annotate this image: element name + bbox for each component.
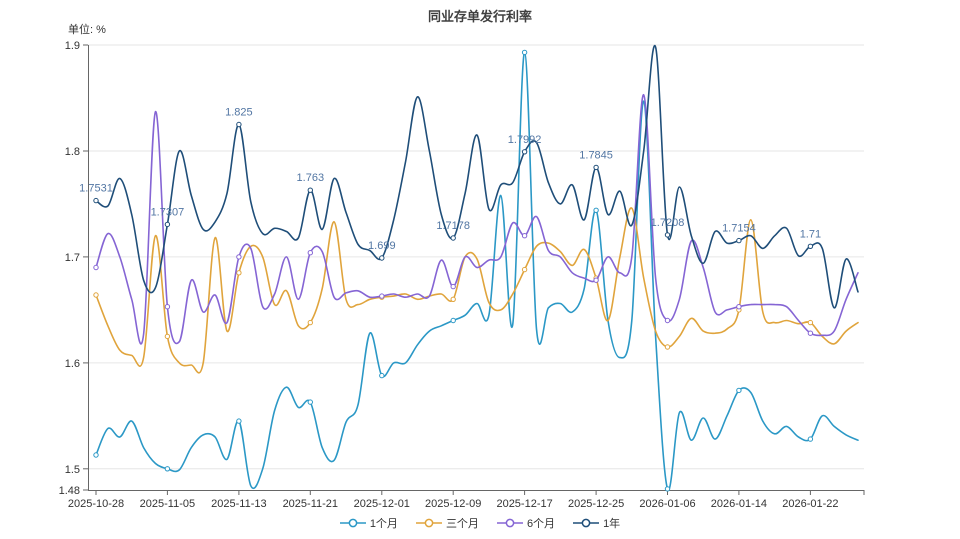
y-axis: 1.48 1.5 1.6 1.7 1.8 1.9 — [59, 40, 89, 497]
data-point-marker[interactable] — [521, 233, 528, 239]
data-point-marker[interactable] — [807, 330, 814, 336]
data-point-marker[interactable] — [307, 250, 313, 256]
legend-label: 6个月 — [526, 518, 556, 530]
point-value-label: 1.7178 — [436, 220, 470, 232]
data-point-marker[interactable] — [93, 292, 99, 298]
point-value-label: 1.71 — [800, 228, 821, 240]
y-axis-tick-label: 1.5 — [65, 464, 80, 476]
data-point-marker[interactable] — [379, 255, 385, 261]
data-point-marker[interactable] — [807, 436, 814, 442]
data-point-marker[interactable] — [450, 235, 456, 241]
data-point-marker[interactable] — [93, 452, 99, 458]
legend-item-1[interactable]: 三个月 — [415, 515, 479, 531]
data-point-marker[interactable] — [807, 319, 814, 326]
data-point-marker[interactable] — [307, 399, 313, 405]
legend-item-0[interactable]: 1个月 — [339, 515, 398, 531]
legend-item-2[interactable]: 6个月 — [496, 515, 556, 531]
data-point-marker[interactable] — [164, 304, 171, 310]
data-point-marker[interactable] — [450, 317, 456, 324]
x-axis-tick-label: 2025-11-21 — [283, 498, 338, 510]
data-point-marker[interactable] — [236, 418, 242, 424]
data-point-marker[interactable] — [807, 243, 814, 250]
x-axis-tick-label: 2025-12-09 — [425, 498, 481, 510]
x-axis-tick-label: 2026-01-22 — [782, 498, 838, 510]
point-value-label: 1.7845 — [579, 149, 613, 161]
point-value-label: 1.7531 — [79, 183, 113, 195]
legend-label: 1年 — [603, 518, 621, 530]
y-axis-tick-label: 1.8 — [65, 146, 80, 158]
x-axis-tick-label: 2026-01-06 — [639, 498, 695, 510]
data-point-marker[interactable] — [521, 266, 528, 273]
data-point-marker[interactable] — [93, 197, 99, 204]
x-axis: 2025-10-28 2025-11-05 2025-11-13 2025-11-21… — [68, 490, 865, 510]
data-point-marker[interactable] — [379, 372, 385, 379]
x-axis-tick-label: 2026-01-14 — [711, 498, 767, 510]
data-point-marker[interactable] — [236, 270, 242, 276]
legend-item-3[interactable]: 1年 — [573, 515, 620, 531]
legend-line-marker-icon — [339, 518, 366, 528]
series-line-3[interactable] — [93, 44, 859, 309]
data-point-marker[interactable] — [736, 387, 742, 394]
data-point-marker[interactable] — [164, 466, 171, 472]
data-point-marker[interactable] — [736, 237, 742, 244]
data-point-marker[interactable] — [664, 232, 671, 238]
data-point-marker[interactable] — [521, 149, 528, 155]
y-axis-unit-label: 单位: % — [68, 24, 106, 36]
data-point-marker[interactable] — [593, 164, 599, 171]
legend-line-marker-icon — [573, 518, 600, 528]
data-point-marker[interactable] — [450, 296, 456, 302]
x-axis-tick-label: 2025-12-17 — [496, 498, 552, 510]
point-value-label: 1.7208 — [651, 217, 685, 229]
data-point-marker[interactable] — [307, 319, 313, 326]
data-point-marker[interactable] — [164, 221, 171, 228]
data-point-marker[interactable] — [164, 333, 171, 340]
data-point-marker[interactable] — [236, 121, 242, 128]
point-value-label: 1.825 — [225, 107, 253, 119]
data-point-marker[interactable] — [236, 254, 242, 260]
legend-line-marker-icon — [496, 518, 523, 528]
chart-title: 同业存单发行利率 — [427, 9, 532, 24]
legend-line-marker-icon — [415, 518, 442, 528]
x-axis-tick-label: 2025-10-28 — [68, 498, 124, 510]
data-point-marker[interactable] — [93, 264, 99, 271]
data-point-marker[interactable] — [593, 277, 599, 283]
point-value-label: 1.763 — [297, 172, 325, 184]
legend-label: 三个月 — [445, 518, 479, 530]
data-point-marker[interactable] — [450, 283, 456, 290]
series-line-2[interactable] — [93, 93, 859, 345]
chart-legend: 1个月 三个月 6个月 1年 — [0, 515, 960, 531]
point-value-label: 1.7992 — [508, 134, 542, 146]
y-axis-tick-label: 1.7 — [65, 252, 80, 264]
point-value-label: 1.699 — [368, 240, 396, 252]
y-axis-tick-label: 1.48 — [59, 485, 80, 497]
data-point-marker[interactable] — [664, 317, 671, 324]
point-value-label: 1.7154 — [722, 223, 756, 235]
data-point-marker[interactable] — [521, 49, 528, 56]
data-point-marker[interactable] — [736, 304, 742, 310]
data-point-marker[interactable] — [379, 293, 385, 299]
x-axis-tick-label: 2025-11-13 — [211, 498, 266, 510]
legend-label: 1个月 — [369, 518, 398, 530]
x-axis-tick-label: 2025-12-01 — [354, 498, 410, 510]
point-value-label: 1.7307 — [151, 206, 185, 218]
data-point-marker[interactable] — [664, 486, 671, 492]
data-point-marker[interactable] — [593, 207, 599, 214]
data-point-marker[interactable] — [307, 187, 313, 193]
point-value-labels: 1.7531 1.7307 1.825 1.763 1.699 1.7178 1.7992 1… — [79, 107, 821, 253]
data-point-marker[interactable] — [664, 344, 671, 350]
series-line-0[interactable] — [93, 49, 859, 492]
y-axis-tick-label: 1.6 — [65, 358, 80, 370]
y-axis-tick-label: 1.9 — [65, 40, 80, 52]
x-axis-tick-label: 2025-11-05 — [140, 498, 195, 510]
x-axis-tick-label: 2025-12-25 — [568, 498, 624, 510]
series-line-1[interactable] — [93, 207, 859, 374]
